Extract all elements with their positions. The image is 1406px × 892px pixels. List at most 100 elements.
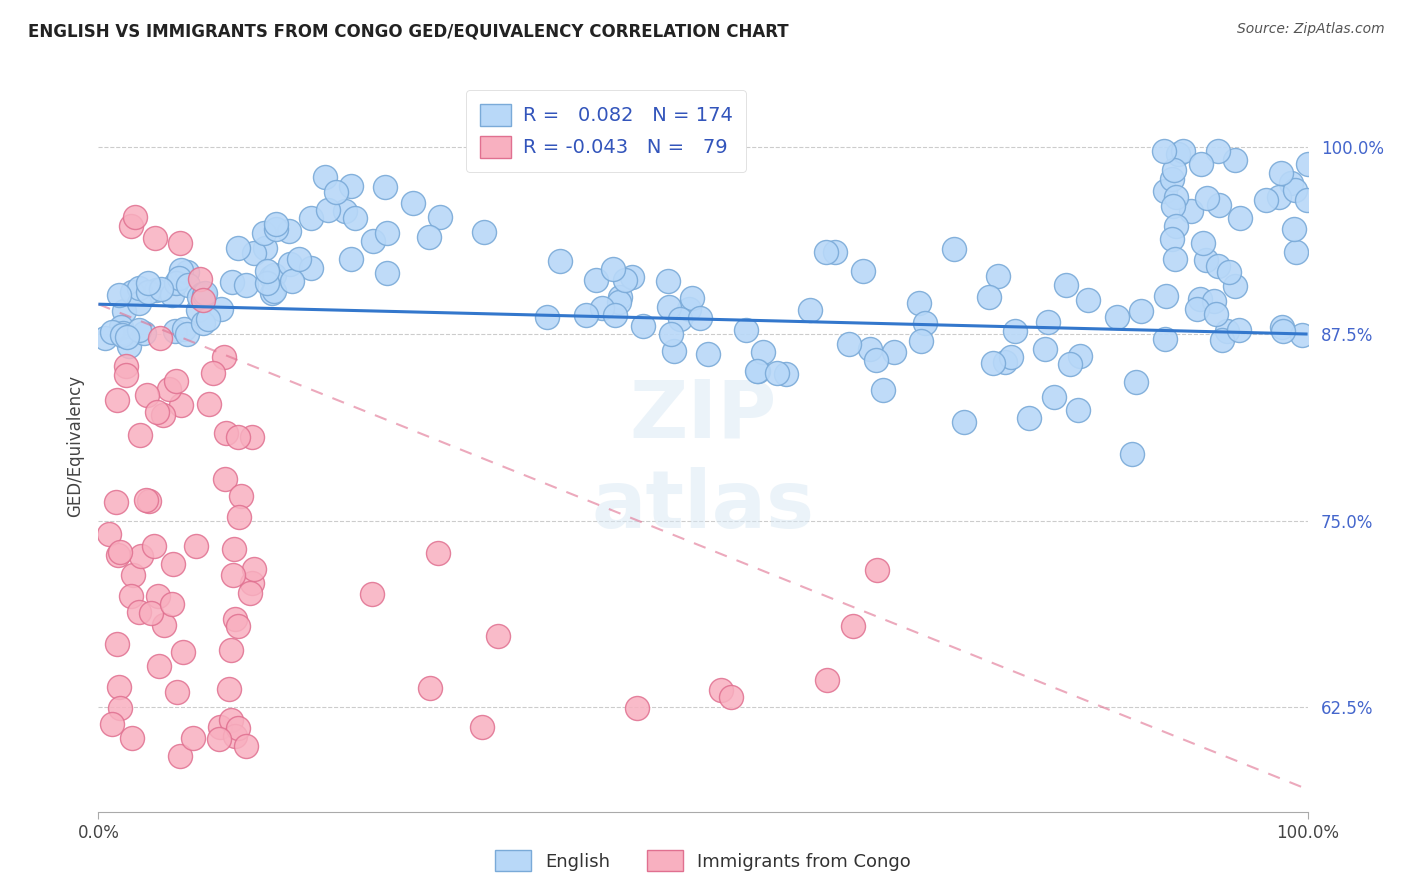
Point <box>613 273 636 287</box>
Point <box>1018 410 1040 425</box>
Point <box>1185 302 1208 317</box>
Point <box>150 282 173 296</box>
Point <box>340 179 363 194</box>
Point <box>138 494 160 508</box>
Point <box>194 285 217 300</box>
Point <box>942 242 965 256</box>
Point <box>146 405 169 419</box>
Point <box>548 254 571 268</box>
Point <box>135 492 157 507</box>
Point <box>120 219 142 233</box>
Point <box>621 270 644 285</box>
Point <box>187 302 209 317</box>
Point <box>167 270 190 285</box>
Point <box>243 246 266 260</box>
Point <box>910 334 932 349</box>
Point <box>1164 190 1187 204</box>
Point <box>281 274 304 288</box>
Point <box>143 539 166 553</box>
Point <box>191 293 214 308</box>
Point <box>752 344 775 359</box>
Point <box>226 241 249 255</box>
Point <box>226 722 249 736</box>
Point <box>143 230 166 244</box>
Point <box>115 359 138 373</box>
Point <box>1254 193 1277 207</box>
Point <box>374 180 396 194</box>
Point <box>1167 147 1189 161</box>
Point <box>1295 193 1317 207</box>
Legend: English, Immigrants from Congo: English, Immigrants from Congo <box>488 843 918 879</box>
Point <box>689 310 711 325</box>
Point <box>253 241 276 255</box>
Point <box>1206 144 1229 158</box>
Point <box>838 336 860 351</box>
Point <box>193 288 215 302</box>
Point <box>908 296 931 310</box>
Point <box>181 731 204 745</box>
Point <box>883 344 905 359</box>
Point <box>104 494 127 508</box>
Point <box>169 262 191 277</box>
Point <box>240 430 263 444</box>
Point <box>1205 307 1227 321</box>
Point <box>1154 184 1177 198</box>
Point <box>153 617 176 632</box>
Point <box>212 350 235 364</box>
Point <box>226 430 249 444</box>
Point <box>105 392 128 407</box>
Point <box>1208 198 1230 212</box>
Point <box>747 364 769 378</box>
Point <box>720 690 742 705</box>
Point <box>219 713 242 727</box>
Point <box>266 222 288 236</box>
Point <box>176 327 198 342</box>
Point <box>1284 183 1306 197</box>
Point <box>602 261 624 276</box>
Point <box>224 730 246 744</box>
Point <box>112 303 135 318</box>
Point <box>120 589 142 603</box>
Point <box>253 227 276 241</box>
Point <box>173 322 195 336</box>
Point <box>872 383 894 397</box>
Point <box>815 673 838 688</box>
Point <box>657 274 679 288</box>
Point <box>318 202 340 217</box>
Point <box>149 330 172 344</box>
Point <box>1171 144 1194 158</box>
Point <box>121 731 143 746</box>
Point <box>1285 244 1308 259</box>
Point <box>198 397 221 411</box>
Point <box>1033 343 1056 357</box>
Point <box>575 308 598 322</box>
Point <box>325 185 347 199</box>
Point <box>626 700 648 714</box>
Point <box>859 342 882 356</box>
Point <box>1161 199 1184 213</box>
Point <box>1153 332 1175 346</box>
Point <box>176 278 198 293</box>
Point <box>132 326 155 341</box>
Point <box>865 353 887 368</box>
Point <box>1223 153 1246 168</box>
Point <box>260 285 283 300</box>
Point <box>419 681 441 695</box>
Point <box>1189 157 1212 171</box>
Point <box>128 428 150 442</box>
Point <box>1160 171 1182 186</box>
Point <box>162 597 184 611</box>
Point <box>1059 357 1081 371</box>
Point <box>609 291 631 305</box>
Point <box>1229 211 1251 225</box>
Point <box>215 426 238 441</box>
Point <box>1282 222 1305 236</box>
Point <box>987 268 1010 283</box>
Point <box>202 366 225 380</box>
Point <box>1054 278 1077 293</box>
Point <box>114 368 136 382</box>
Point <box>176 265 198 279</box>
Point <box>240 575 263 590</box>
Point <box>1036 315 1059 329</box>
Point <box>591 301 613 315</box>
